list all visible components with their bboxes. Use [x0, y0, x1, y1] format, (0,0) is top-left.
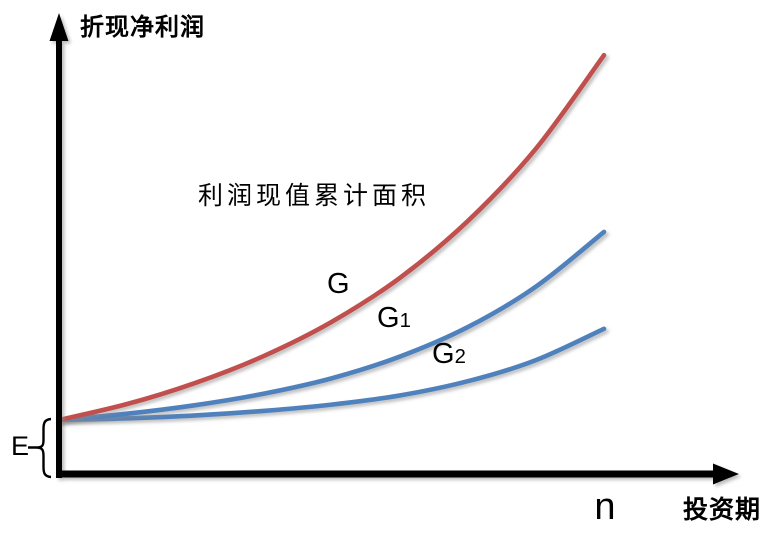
y-bracket-label-e: E	[11, 431, 30, 461]
curves-layer	[56, 52, 607, 476]
series-label-g1-subscript: 1	[399, 310, 411, 332]
curve-g2	[56, 326, 607, 423]
y-axis-arrowhead	[49, 13, 69, 41]
series-label-g: G	[327, 268, 350, 301]
x-axis-title: 投资期	[683, 496, 762, 524]
series-label-g-text: G	[327, 268, 350, 300]
series-label-g2-subscript: 2	[454, 346, 466, 368]
x-axis-arrowhead	[713, 463, 739, 485]
series-label-g2-text: G	[432, 338, 455, 370]
series-label-g1: G1	[377, 302, 411, 335]
x-tick-label-n: n	[594, 486, 616, 528]
axes-layer	[49, 13, 739, 485]
curve-g1	[56, 229, 607, 423]
curve-g	[56, 52, 607, 423]
series-label-g2: G2	[432, 338, 466, 371]
y-axis-title: 折现净利润	[80, 14, 205, 41]
e-bracket	[28, 417, 52, 479]
series-label-g1-text: G	[377, 302, 400, 334]
area-annotation: 利润现值累计面积	[198, 181, 431, 210]
